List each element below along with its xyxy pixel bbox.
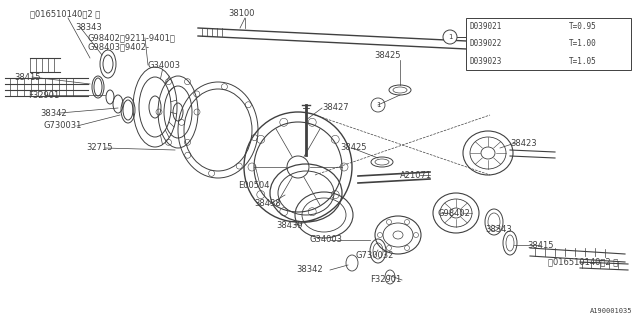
Text: Ⓑ016510140（2 ）: Ⓑ016510140（2 ） xyxy=(30,10,100,19)
Text: 38100: 38100 xyxy=(228,10,255,19)
Text: Ⓑ016510140（2 ）: Ⓑ016510140（2 ） xyxy=(548,258,618,267)
Text: 1: 1 xyxy=(448,34,452,40)
Text: G34003: G34003 xyxy=(310,236,343,244)
Text: G98402: G98402 xyxy=(438,209,471,218)
Text: 38342: 38342 xyxy=(40,108,67,117)
Text: 38423: 38423 xyxy=(510,139,536,148)
Text: T=0.95: T=0.95 xyxy=(569,22,596,31)
Text: D039023: D039023 xyxy=(469,57,501,66)
Text: 38342: 38342 xyxy=(296,266,323,275)
Text: E00504: E00504 xyxy=(238,180,269,189)
Text: G34003: G34003 xyxy=(148,60,181,69)
Text: 38425: 38425 xyxy=(340,143,367,153)
Text: D039021: D039021 xyxy=(469,22,501,31)
Text: F32901: F32901 xyxy=(370,276,401,284)
Text: T=1.05: T=1.05 xyxy=(569,57,596,66)
Text: 38415: 38415 xyxy=(527,241,554,250)
Circle shape xyxy=(443,30,457,44)
Text: T=1.00: T=1.00 xyxy=(569,39,596,49)
Text: 38427: 38427 xyxy=(322,103,349,113)
Text: 38343: 38343 xyxy=(75,22,102,31)
Bar xyxy=(466,18,631,70)
Text: A21071: A21071 xyxy=(400,171,432,180)
Text: G730031: G730031 xyxy=(44,122,83,131)
Text: 38438: 38438 xyxy=(254,199,281,209)
Text: 38439: 38439 xyxy=(276,220,303,229)
Text: A190001035: A190001035 xyxy=(589,308,632,314)
Text: G730032: G730032 xyxy=(356,251,394,260)
Text: F32901: F32901 xyxy=(28,91,60,100)
Text: 38343: 38343 xyxy=(485,225,512,234)
Text: 32715: 32715 xyxy=(86,143,113,153)
Text: G98402（9211-9401）: G98402（9211-9401） xyxy=(88,34,176,43)
Text: D039022: D039022 xyxy=(469,39,501,49)
Text: 38415: 38415 xyxy=(14,73,40,82)
Text: 38425: 38425 xyxy=(374,51,401,60)
Text: 1: 1 xyxy=(376,102,380,108)
Text: G98403（9402-: G98403（9402- xyxy=(88,43,150,52)
